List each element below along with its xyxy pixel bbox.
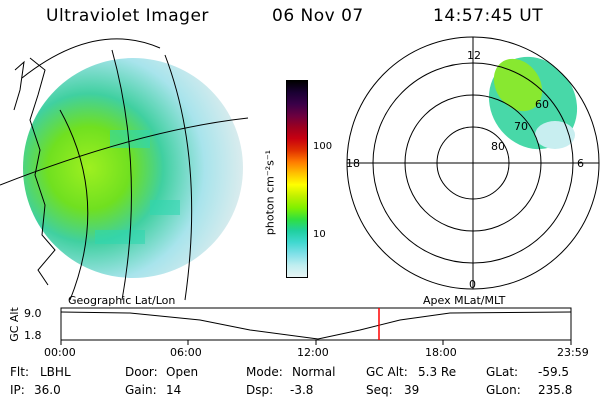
gain-value: 14 bbox=[166, 383, 182, 397]
aurora-oval-core bbox=[493, 58, 543, 112]
colorbar-tick-10: 10 bbox=[313, 229, 326, 240]
mlat-label-60: 60 bbox=[535, 98, 549, 111]
glon-label: GLon: bbox=[486, 383, 521, 397]
door-label: Door: bbox=[125, 365, 158, 379]
x-tick-1200: 12:00 bbox=[297, 346, 329, 359]
aurora-patch bbox=[150, 200, 180, 215]
instrument-title: Ultraviolet Imager bbox=[46, 6, 209, 26]
mlt-label-6: 6 bbox=[577, 157, 584, 170]
observation-time: 14:57:45 UT bbox=[433, 6, 544, 26]
y-tick-1-8: 1.8 bbox=[24, 329, 42, 342]
longitude-line bbox=[164, 54, 193, 301]
altitude-curve bbox=[60, 311, 572, 340]
ip-value: 36.0 bbox=[34, 383, 61, 397]
x-tick-0600: 06:00 bbox=[170, 346, 202, 359]
seq-value: 39 bbox=[404, 383, 420, 397]
aurora-patch bbox=[110, 130, 150, 148]
observation-date: 06 Nov 07 bbox=[272, 6, 364, 26]
gc-alt-label: GC Alt: bbox=[366, 365, 408, 379]
x-tick-1800: 18:00 bbox=[425, 346, 457, 359]
gain-label: Gain: bbox=[125, 383, 157, 397]
geo-image-disk bbox=[23, 58, 243, 278]
door-value: Open bbox=[166, 365, 199, 379]
longitude-line bbox=[59, 109, 89, 301]
gc-alt-value: 5.3 Re bbox=[418, 365, 457, 379]
ip-label: IP: bbox=[10, 383, 25, 397]
aurora-patch bbox=[95, 230, 145, 244]
mlt-label-0: 0 bbox=[469, 278, 476, 291]
filter-label: Flt: bbox=[10, 365, 29, 379]
y-tick-9: 9.0 bbox=[24, 307, 42, 320]
coastline bbox=[13, 60, 25, 111]
filter-value: LBHL bbox=[40, 365, 71, 379]
coastline bbox=[29, 57, 56, 286]
latitude-line bbox=[21, 38, 161, 79]
geographic-panel-label: Geographic Lat/Lon bbox=[68, 294, 176, 307]
mode-label: Mode: bbox=[246, 365, 283, 379]
dsp-value: -3.8 bbox=[290, 383, 314, 397]
colorbar-tick-100: 100 bbox=[313, 141, 333, 152]
mode-value: Normal bbox=[292, 365, 336, 379]
mlat-label-70: 70 bbox=[514, 120, 528, 133]
polar-panel-label: Apex MLat/MLT bbox=[423, 294, 506, 307]
glat-value: -59.5 bbox=[538, 365, 570, 379]
x-tick-2359: 23:59 bbox=[557, 346, 589, 359]
mlt-label-18: 18 bbox=[346, 157, 360, 170]
mlt-label-12: 12 bbox=[467, 49, 481, 62]
mlat-label-80: 80 bbox=[491, 140, 505, 153]
dsp-label: Dsp: bbox=[246, 383, 274, 397]
altitude-axis-label: GC Alt bbox=[7, 307, 21, 342]
color-scale-bar bbox=[286, 80, 308, 278]
seq-label: Seq: bbox=[366, 383, 393, 397]
aurora-edge bbox=[535, 121, 575, 149]
x-tick-0000: 00:00 bbox=[44, 346, 76, 359]
glat-label: GLat: bbox=[486, 365, 519, 379]
glon-value: 235.8 bbox=[538, 383, 573, 397]
latitude-line bbox=[0, 117, 249, 186]
longitude-line bbox=[111, 49, 132, 301]
